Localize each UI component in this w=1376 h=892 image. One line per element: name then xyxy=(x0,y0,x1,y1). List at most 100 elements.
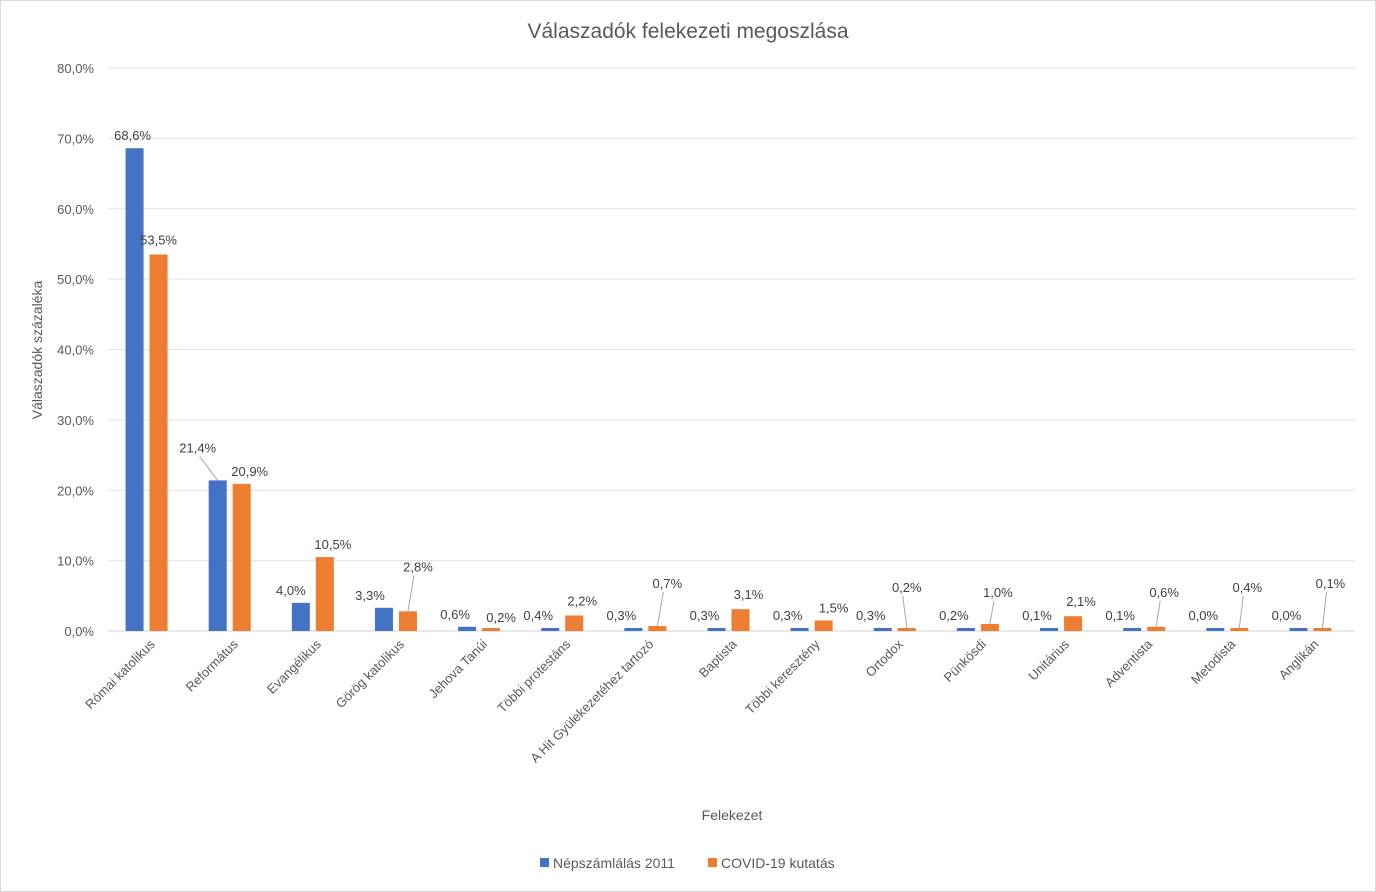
bar-covid xyxy=(980,623,999,631)
leader-line xyxy=(1321,591,1327,629)
leader-line xyxy=(1155,600,1161,627)
data-label: 10,5% xyxy=(314,537,351,552)
data-label: 0,6% xyxy=(440,607,470,622)
bar-covid xyxy=(1313,628,1332,631)
legend-label: Népszámlálás 2011 xyxy=(553,855,675,871)
legend-swatch-nepszamlalas xyxy=(540,858,549,867)
leader-line xyxy=(199,456,219,481)
leader-line xyxy=(1238,595,1244,629)
data-label: 21,4% xyxy=(179,440,216,455)
data-label: 0,1% xyxy=(1022,608,1052,623)
bar-nepszamlalas xyxy=(1206,628,1225,631)
data-label: 0,1% xyxy=(1105,608,1135,623)
y-axis-title: Válaszadók százaléka xyxy=(29,281,45,420)
bar-covid xyxy=(149,254,168,631)
data-label: 4,0% xyxy=(276,583,306,598)
bar-nepszamlalas xyxy=(541,628,560,631)
y-tick-label: 20,0% xyxy=(57,483,94,498)
data-label: 0,6% xyxy=(1149,585,1179,600)
leader-line xyxy=(902,595,908,629)
data-label: 0,7% xyxy=(653,576,683,591)
x-tick-label: Református xyxy=(183,636,241,694)
x-tick-label: Anglikán xyxy=(1276,637,1322,683)
data-label: 0,2% xyxy=(486,610,516,625)
y-tick-label: 60,0% xyxy=(57,202,94,217)
chart-title: Válaszadók felekezeti megoszlása xyxy=(527,20,848,43)
x-axis-title: Felekezet xyxy=(702,807,763,823)
y-tick-label: 0,0% xyxy=(64,624,94,639)
y-tick-label: 40,0% xyxy=(57,343,94,358)
data-label: 2,1% xyxy=(1066,594,1096,609)
data-label: 20,9% xyxy=(231,464,268,479)
bars xyxy=(125,148,1332,632)
data-label: 3,1% xyxy=(734,587,764,602)
bar-covid xyxy=(897,628,916,631)
bar-nepszamlalas xyxy=(873,628,892,631)
y-tick-label: 30,0% xyxy=(57,413,94,428)
bar-nepszamlalas xyxy=(707,628,726,631)
x-tick-label: Római katolikus xyxy=(82,636,158,712)
data-label: 0,0% xyxy=(1188,608,1218,623)
data-label: 0,3% xyxy=(690,608,720,623)
bar-nepszamlalas xyxy=(291,602,310,631)
bar-covid xyxy=(1230,628,1249,631)
data-label: 2,2% xyxy=(567,594,597,609)
x-tick-label: Többi protestáns xyxy=(494,636,573,715)
data-label: 0,0% xyxy=(1272,608,1302,623)
x-tick-label: Ortodox xyxy=(863,636,907,680)
leader-lines xyxy=(199,456,1327,629)
leader-line xyxy=(407,575,415,612)
data-label: 1,5% xyxy=(819,600,849,615)
gridlines xyxy=(108,67,1355,632)
data-label: 1,0% xyxy=(983,585,1013,600)
legend-swatch-covid xyxy=(708,858,717,867)
data-label: 3,3% xyxy=(355,588,385,603)
data-label: 68,6% xyxy=(114,128,151,143)
bar-nepszamlalas xyxy=(458,626,477,631)
data-label: 0,3% xyxy=(773,608,803,623)
bar-nepszamlalas xyxy=(208,480,227,631)
x-tick-label: Baptista xyxy=(696,636,740,680)
bar-covid xyxy=(648,626,667,631)
bar-covid xyxy=(398,611,417,631)
leader-line xyxy=(656,591,664,627)
bar-covid xyxy=(482,628,501,631)
bar-nepszamlalas xyxy=(1289,628,1308,631)
x-tick-label: Pünkösdi xyxy=(941,636,990,685)
bar-nepszamlalas xyxy=(790,628,809,631)
bar-covid xyxy=(1064,616,1083,631)
x-tick-label: Evangélikus xyxy=(264,636,325,697)
bar-covid xyxy=(315,557,334,631)
x-tick-label: Jehova Tanúi xyxy=(426,636,491,701)
data-label: 2,8% xyxy=(403,559,433,574)
bar-nepszamlalas xyxy=(125,148,144,632)
bar-nepszamlalas xyxy=(1040,628,1059,631)
leader-line xyxy=(989,600,995,625)
x-axis-categories: Római katolikus Református Evangélikus Görö… xyxy=(82,636,1321,766)
bar-covid xyxy=(731,609,750,631)
legend-label: COVID-19 kutatás xyxy=(721,855,835,871)
bar-nepszamlalas xyxy=(624,628,643,631)
legend: Népszámlálás 2011 COVID-19 kutatás xyxy=(540,855,835,871)
data-label: 0,2% xyxy=(939,608,969,623)
y-tick-label: 80,0% xyxy=(57,61,94,76)
data-label: 0,3% xyxy=(607,608,637,623)
x-tick-label: Görög katolikus xyxy=(333,636,408,711)
x-tick-label: Unitárius xyxy=(1025,636,1072,683)
data-label: 0,1% xyxy=(1316,576,1346,591)
bar-nepszamlalas xyxy=(1123,628,1142,631)
x-tick-label: Adventista xyxy=(1102,636,1156,690)
data-label: 53,5% xyxy=(140,232,177,247)
data-label: 0,4% xyxy=(523,608,553,623)
x-tick-label: Metodista xyxy=(1188,636,1239,687)
bar-nepszamlalas xyxy=(956,628,975,631)
bar-covid xyxy=(814,620,833,631)
bar-covid xyxy=(565,615,584,631)
data-labels: 68,6% 53,5% 21,4% 20,9% 4,0% 10,5% 3,3% 2,8% 0,6… xyxy=(114,128,1346,625)
bar-covid xyxy=(1147,626,1166,631)
data-label: 0,2% xyxy=(892,580,922,595)
x-tick-label: Többi keresztény xyxy=(742,636,823,717)
y-tick-label: 50,0% xyxy=(57,272,94,287)
data-label: 0,3% xyxy=(856,608,886,623)
